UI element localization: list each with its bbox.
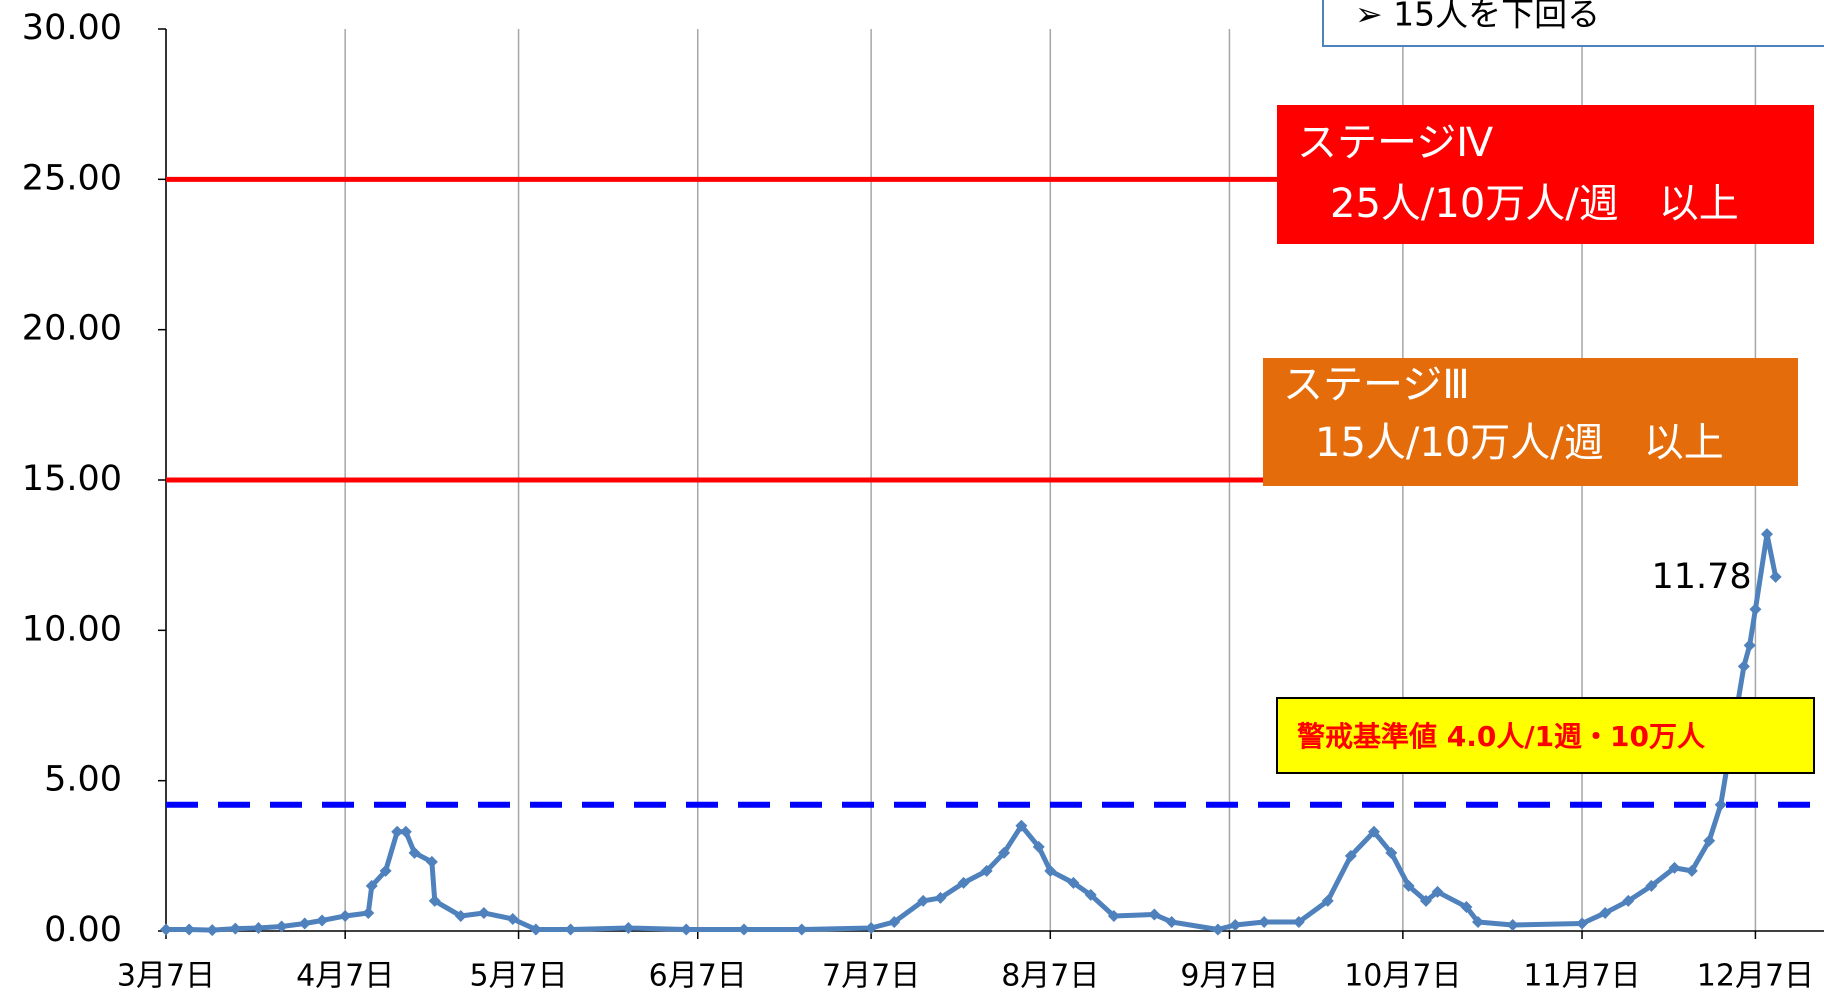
data-point	[998, 846, 1011, 859]
data-point	[1431, 885, 1444, 898]
data-point	[298, 917, 311, 930]
data-point	[888, 915, 901, 928]
data-point	[1460, 900, 1473, 913]
x-tick-label: 8月7日	[1001, 959, 1099, 994]
data-point	[865, 921, 878, 934]
x-tick-label: 6月7日	[649, 959, 747, 994]
data-point	[1292, 915, 1305, 928]
annotation-text: 15人/10万人/週 以上	[1315, 420, 1724, 466]
data-point	[425, 855, 438, 868]
data-point	[1668, 861, 1681, 874]
y-tick-label: 10.00	[22, 609, 122, 649]
data-point	[564, 923, 577, 936]
x-tick-label: 12月7日	[1697, 959, 1814, 994]
data-point	[1229, 918, 1242, 931]
data-point	[1622, 894, 1635, 907]
data-point	[980, 864, 993, 877]
data-point	[275, 920, 288, 933]
x-tick-label: 4月7日	[296, 959, 394, 994]
data-point	[408, 846, 421, 859]
data-point	[1599, 906, 1612, 919]
data-point	[1044, 864, 1057, 877]
data-point	[1165, 915, 1178, 928]
data-point	[1760, 528, 1773, 541]
data-point	[622, 921, 635, 934]
data-point	[1737, 660, 1750, 673]
data-point	[1321, 894, 1334, 907]
data-point	[454, 909, 467, 922]
y-tick-label: 15.00	[22, 459, 122, 499]
data-point	[183, 923, 196, 936]
y-tick-label: 25.00	[22, 158, 122, 198]
annotation-text: ステージⅣ	[1297, 120, 1493, 166]
data-point	[391, 825, 404, 838]
data-point	[160, 923, 172, 936]
annotation-text: ステージⅢ	[1283, 362, 1470, 408]
data-point	[1749, 603, 1762, 616]
x-tick-label: 9月7日	[1180, 959, 1278, 994]
x-tick-label: 3月7日	[117, 959, 215, 994]
data-point	[1506, 918, 1519, 931]
data-point	[1471, 915, 1484, 928]
data-point	[1419, 894, 1432, 907]
x-tick-label: 11月7日	[1523, 959, 1640, 994]
annotation-text: 警戒基準値 4.0人/1週・10万人	[1297, 720, 1705, 753]
data-point	[1685, 864, 1698, 877]
data-point	[229, 922, 242, 935]
data-point	[1148, 908, 1161, 921]
data-label: 11.78	[1651, 557, 1751, 597]
data-point	[399, 825, 412, 838]
data-point	[1107, 909, 1120, 922]
data-point	[428, 894, 441, 907]
data-point	[206, 924, 219, 937]
data-point	[934, 891, 947, 904]
y-tick-label: 5.00	[44, 760, 122, 800]
data-point	[1367, 825, 1380, 838]
y-tick-label: 20.00	[22, 309, 122, 349]
annotation-box	[1322, 0, 1824, 47]
data-point	[957, 876, 970, 889]
data-point	[1402, 879, 1415, 892]
data-point	[737, 923, 750, 936]
data-point	[365, 879, 378, 892]
data-point	[252, 921, 265, 934]
y-tick-label: 0.00	[44, 910, 122, 950]
data-point	[1385, 846, 1398, 859]
data-point	[1015, 819, 1028, 832]
data-point	[1645, 879, 1658, 892]
y-tick-label: 30.00	[22, 8, 122, 48]
annotation-text: 25人/10万人/週 以上	[1330, 181, 1739, 227]
data-point	[1211, 923, 1224, 936]
data-point	[1344, 849, 1357, 862]
data-point	[1067, 876, 1080, 889]
data-point	[379, 864, 392, 877]
annotation-box	[1277, 105, 1814, 244]
x-tick-label: 10月7日	[1344, 959, 1461, 994]
data-point	[1714, 798, 1727, 811]
data-point	[680, 923, 693, 936]
annotation-box	[1276, 697, 1815, 774]
data-point	[506, 912, 519, 925]
annotation-text: ➢ 15人を下回る	[1355, 0, 1600, 34]
x-tick-label: 7月7日	[822, 959, 920, 994]
data-point	[1703, 834, 1716, 847]
data-point	[1032, 840, 1045, 853]
data-point	[1084, 888, 1097, 901]
x-tick-label: 5月7日	[469, 959, 567, 994]
data-point	[339, 909, 352, 922]
data-point	[362, 906, 375, 919]
data-point	[1576, 917, 1589, 930]
data-point	[795, 923, 808, 936]
data-point	[1743, 639, 1756, 652]
data-point	[1258, 915, 1271, 928]
data-point	[529, 923, 542, 936]
annotation-box	[1263, 358, 1798, 486]
data-point	[917, 894, 930, 907]
data-point	[1769, 570, 1782, 583]
data-point	[477, 906, 490, 919]
data-point	[316, 914, 329, 927]
